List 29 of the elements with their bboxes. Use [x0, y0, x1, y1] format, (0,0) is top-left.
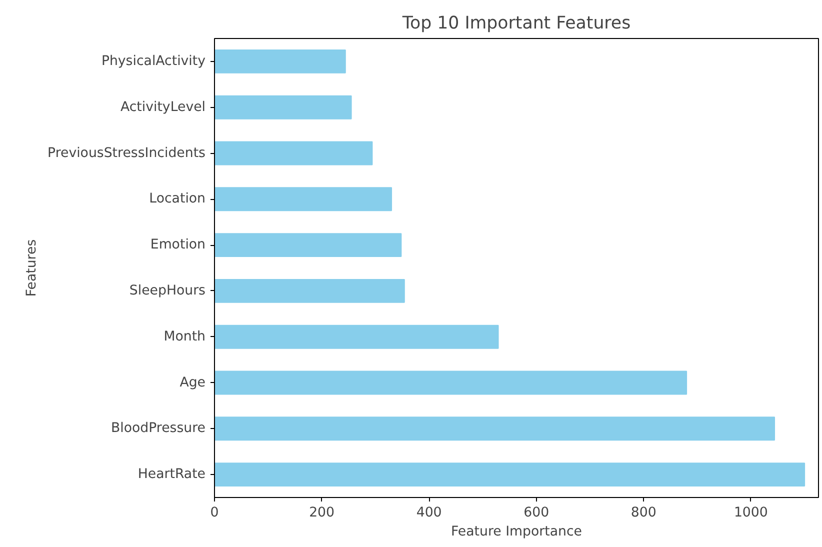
y-tick-label: SleepHours: [129, 283, 206, 298]
bar: [214, 49, 346, 74]
x-tick-label: 1000: [734, 506, 768, 520]
y-tick-label: PreviousStressIncidents: [48, 146, 206, 161]
x-tick-label: 800: [630, 506, 656, 520]
y-tick-label: Emotion: [150, 238, 206, 253]
y-tick-label: Age: [180, 375, 206, 390]
x-tick-label: 200: [309, 506, 335, 520]
bar: [214, 141, 373, 166]
bar: [214, 95, 352, 120]
y-tick-label: Location: [149, 192, 206, 207]
chart-title: Top 10 Important Features: [401, 14, 631, 34]
bar: [214, 233, 402, 258]
x-axis-title: Feature Importance: [451, 524, 582, 540]
bar: [214, 370, 688, 395]
y-tick-label: HeartRate: [138, 467, 206, 482]
x-tick-label: 400: [416, 506, 442, 520]
bar: [214, 416, 776, 441]
bar: [214, 462, 806, 487]
x-tick-label: 600: [524, 506, 550, 520]
bar: [214, 187, 392, 212]
y-tick-label: BloodPressure: [110, 421, 206, 436]
bar: [214, 324, 499, 349]
x-tick-label: 0: [210, 506, 219, 520]
y-tick-label: Month: [164, 329, 206, 344]
y-tick-label: ActivityLevel: [120, 100, 206, 115]
y-axis-title: Features: [24, 239, 40, 297]
bar: [214, 278, 405, 303]
y-tick-label: PhysicalActivity: [101, 54, 206, 69]
